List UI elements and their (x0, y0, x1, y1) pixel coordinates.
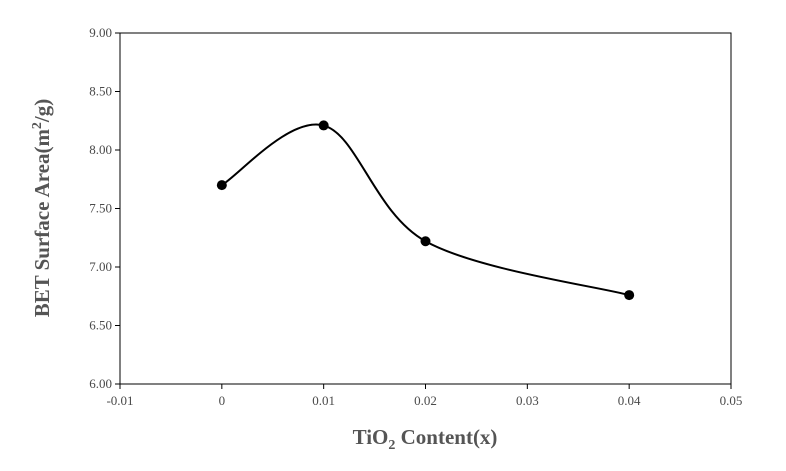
x-tick-label: 0 (219, 393, 226, 408)
x-tick-label: -0.01 (106, 393, 133, 408)
y-tick-label: 6.50 (89, 318, 112, 333)
y-tick-label: 7.00 (89, 259, 112, 274)
y-tick-label: 6.00 (89, 376, 112, 391)
x-axis-title: TiO2 Content(x) (353, 425, 498, 453)
series-line (221, 123, 630, 297)
x-tick-label: 0.03 (516, 393, 539, 408)
y-tick-label: 8.00 (89, 142, 112, 157)
x-tick-label: 0.04 (618, 393, 641, 408)
y-axis-ticks: 6.00 6.50 7.00 7.50 8.00 8.50 9.00 (89, 25, 120, 391)
plot-area-frame (119, 32, 732, 385)
x-tick-label: 0.02 (414, 393, 437, 408)
x-tick-label: 0.01 (312, 393, 335, 408)
data-point (420, 236, 431, 247)
data-points (216, 120, 635, 301)
y-axis-title: BET Surface Area(m2/g) (30, 99, 54, 318)
data-point (318, 120, 329, 131)
data-point (624, 290, 635, 301)
x-axis-ticks: -0.01 0 0.01 0.02 0.03 0.04 0.05 (106, 384, 742, 408)
data-point (216, 180, 227, 191)
y-tick-label: 8.50 (89, 84, 112, 99)
x-tick-label: 0.05 (720, 393, 743, 408)
y-tick-label: 7.50 (89, 201, 112, 216)
y-tick-label: 9.00 (89, 25, 112, 40)
